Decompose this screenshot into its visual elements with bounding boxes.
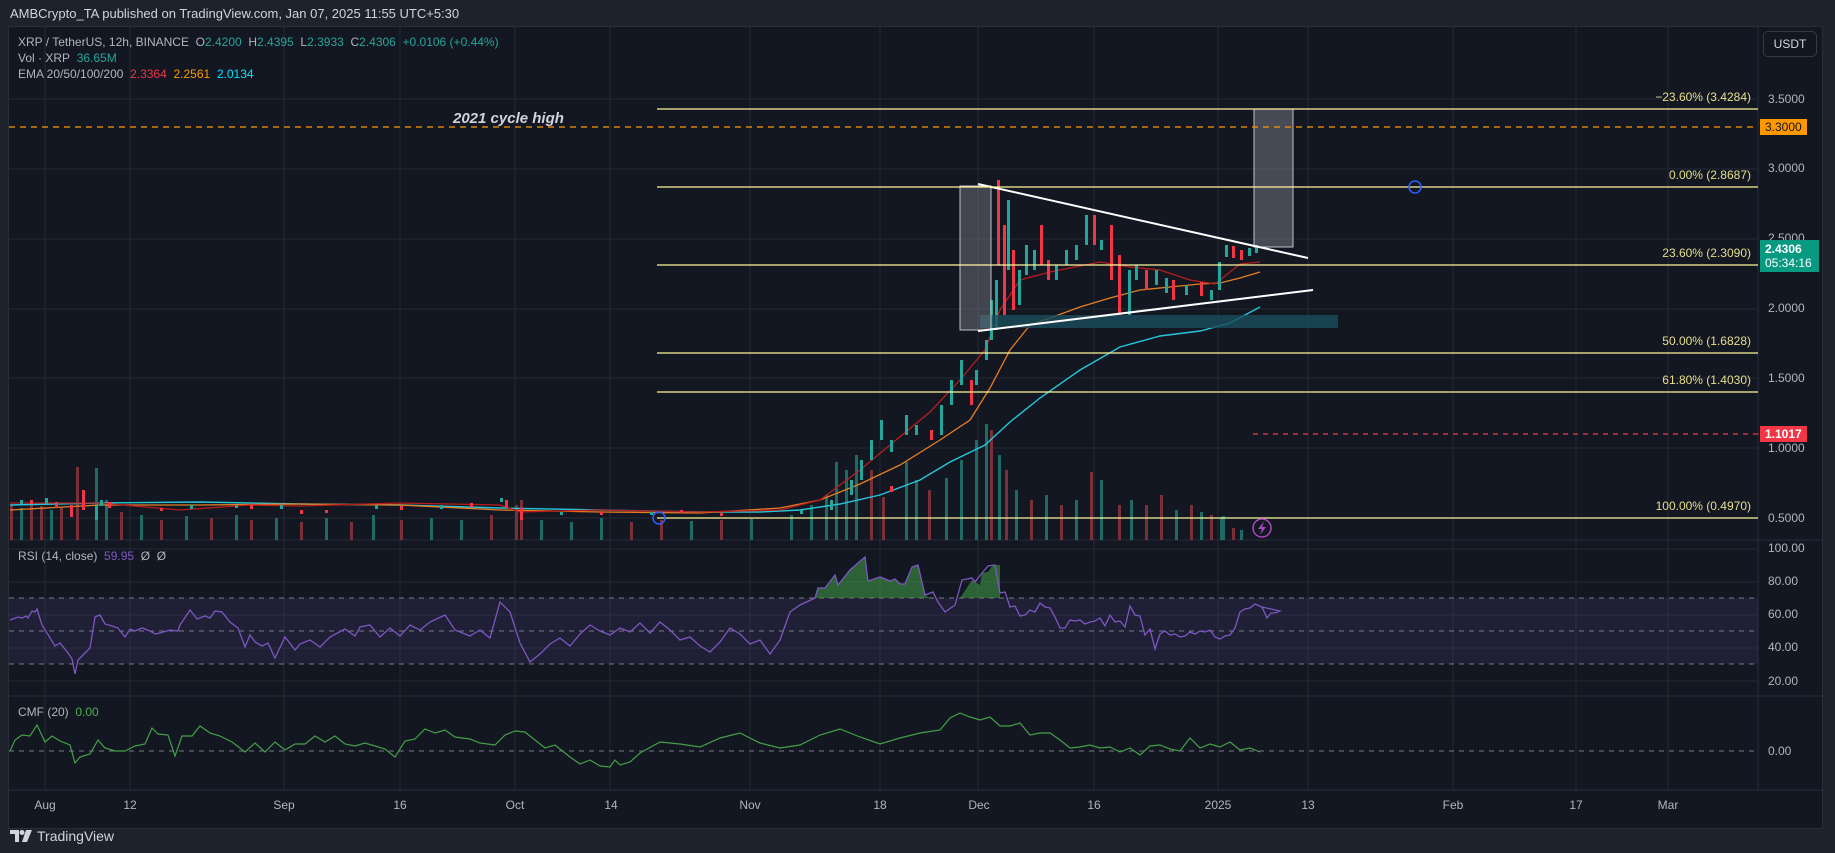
currency-button[interactable]: USDT: [1763, 31, 1817, 57]
time-axis-label: Feb: [1442, 798, 1464, 812]
fib-label: 100.00% (0.4970): [1655, 499, 1751, 513]
price-axis-label: 1.5000: [1768, 371, 1805, 385]
flagpole-box: [959, 185, 992, 331]
ema-legend[interactable]: EMA 20/50/100/200 2.3364 2.2561 2.0134: [18, 67, 254, 81]
publish-header: AMBCrypto_TA published on TradingView.co…: [10, 6, 460, 21]
ema-200-line: [9, 306, 1261, 513]
volume-label: Vol · XRP: [18, 51, 71, 65]
grid-lines: [9, 27, 1758, 790]
bar-countdown: 05:34:16: [1765, 256, 1812, 270]
rsi-axis-label: 100.00: [1768, 541, 1805, 555]
cmf-legend[interactable]: CMF (20) 0.00: [18, 705, 99, 719]
fib-label: 0.00% (2.8687): [1668, 168, 1751, 182]
triangle-lower-line: [977, 289, 1314, 332]
alert-marker: [1408, 180, 1422, 194]
time-axis-label: 12: [123, 798, 137, 812]
watermark-text: TradingView: [37, 828, 115, 844]
time-axis-label: 2025: [1204, 798, 1232, 812]
tradingview-watermark[interactable]: TradingView: [10, 828, 114, 844]
fib-lines: [657, 108, 1758, 519]
cycle-high-annotation[interactable]: 2021 cycle high: [453, 110, 564, 127]
last-price: 2.4306: [1765, 242, 1802, 256]
time-axis-label: Sep: [273, 798, 295, 812]
demand-zone: [980, 315, 1338, 328]
fib-label: −23.60% (3.4284): [1655, 90, 1751, 104]
rsi-value: 59.95: [104, 549, 135, 563]
ema100-value: 2.0134: [216, 67, 254, 81]
rsi-axis-label: 40.00: [1768, 640, 1799, 654]
high-label: H: [248, 35, 258, 49]
time-axis-label: Nov: [739, 798, 761, 812]
ema-label: EMA 20/50/100/200: [18, 67, 124, 81]
rsi-line: [9, 555, 1283, 675]
open-label: O: [195, 35, 205, 49]
rsi-axis-label: 20.00: [1768, 674, 1799, 688]
close-value: 2.4306: [359, 35, 396, 49]
rsi-extra-1: Ø: [140, 549, 151, 563]
change-value: +0.0106 (+0.44%): [402, 35, 499, 49]
time-axis-label: 16: [393, 798, 407, 812]
time-axis-label: 14: [604, 798, 618, 812]
time-axis-label: 16: [1087, 798, 1101, 812]
volume-bars: [10, 424, 1243, 540]
close-label: C: [350, 35, 360, 49]
time-axis-label: 18: [873, 798, 887, 812]
symbol-name: XRP / TetherUS, 12h, BINANCE: [18, 35, 189, 49]
time-axis-label: Dec: [968, 798, 990, 812]
low-label: L: [300, 35, 308, 49]
rsi-axis-label: 80.00: [1768, 574, 1799, 588]
cmf-label: CMF (20): [18, 705, 69, 719]
fib-label: 23.60% (2.3090): [1662, 246, 1751, 260]
target-box: [1253, 108, 1294, 248]
price-axis-label: 0.5000: [1768, 511, 1805, 525]
price-axis-label: 2.0000: [1768, 301, 1805, 315]
fib-label: 50.00% (1.6828): [1662, 334, 1751, 348]
price-axis-label: 3.0000: [1768, 161, 1805, 175]
rsi-label: RSI (14, close): [18, 549, 98, 563]
support-price-tag: 1.1017: [1760, 426, 1807, 442]
tradingview-logo-icon: [10, 830, 32, 842]
ema20-value: 2.3364: [130, 67, 167, 81]
time-axis-label: Oct: [505, 798, 525, 812]
time-axis-label: Aug: [34, 798, 56, 812]
time-axis-label: 13: [1301, 798, 1315, 812]
anchor-marker: [652, 511, 666, 525]
symbol-legend: XRP / TetherUS, 12h, BINANCE O2.4200 H2.…: [18, 35, 499, 49]
price-candles: [20, 180, 1258, 520]
last-price-tag: 2.4306 05:34:16: [1760, 240, 1819, 272]
ema-20-line: [10, 261, 1261, 513]
resistance-price-tag: 3.3000: [1760, 119, 1807, 135]
lightning-icon: [1252, 518, 1272, 538]
price-axis-label: 3.5000: [1768, 92, 1805, 106]
cmf-axis-label: 0.00: [1768, 744, 1792, 758]
triangle-upper-line: [977, 183, 1309, 259]
fib-label: 61.80% (1.4030): [1662, 373, 1751, 387]
volume-legend[interactable]: Vol · XRP 36.65M: [18, 51, 117, 65]
cmf-line: [9, 712, 1261, 768]
cmf-value: 0.00: [75, 705, 99, 719]
high-value: 2.4395: [257, 35, 294, 49]
price-axis-label: 1.0000: [1768, 441, 1805, 455]
rsi-legend[interactable]: RSI (14, close) 59.95 Ø Ø: [18, 549, 166, 563]
low-value: 2.3933: [307, 35, 344, 49]
time-axis-label: 17: [1569, 798, 1583, 812]
ema50-value: 2.2561: [173, 67, 211, 81]
volume-value: 36.65M: [76, 51, 117, 65]
time-axis-label: Mar: [1657, 798, 1679, 812]
rsi-extra-2: Ø: [156, 549, 167, 563]
rsi-overbought-fill: [815, 557, 1000, 598]
rsi-axis-label: 60.00: [1768, 607, 1799, 621]
open-value: 2.4200: [204, 35, 242, 49]
